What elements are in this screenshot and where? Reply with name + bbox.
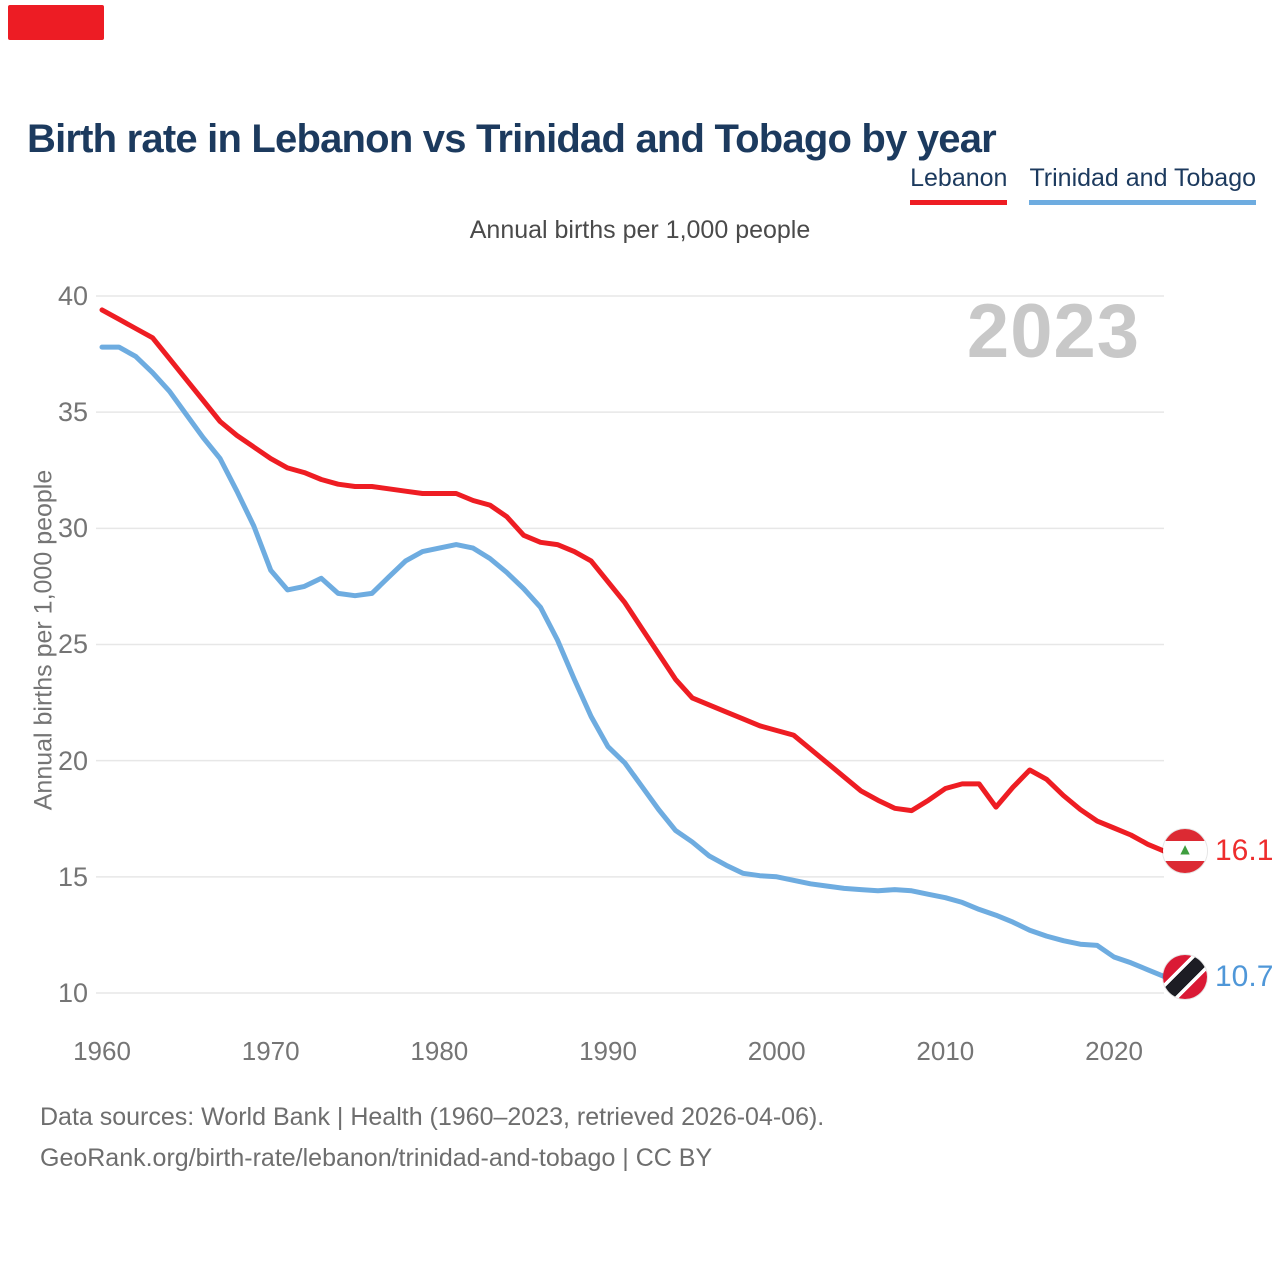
series-line-lebanon xyxy=(99,307,1168,854)
legend: Lebanon Trinidad and Tobago xyxy=(910,164,1256,205)
lebanon-flag-icon: ▲ xyxy=(1163,829,1207,874)
end-label-lebanon: ▲ 16.1 xyxy=(1163,829,1274,874)
x-tick-2010: 2010 xyxy=(916,1036,975,1066)
watermark-year: 2023 xyxy=(966,289,1140,374)
end-label-trinidad: 10.7 xyxy=(1163,954,1274,999)
y-tick-10: 10 xyxy=(57,977,88,1008)
latest-value-lebanon: 16.1 xyxy=(1215,834,1274,868)
cedar-tree-glyph: ▲ xyxy=(1177,841,1193,859)
latest-value-trinidad: 10.7 xyxy=(1215,959,1274,993)
y-tick-35: 35 xyxy=(57,397,88,428)
y-tick-25: 25 xyxy=(57,629,88,660)
legend-item-lebanon[interactable]: Lebanon xyxy=(910,164,1008,205)
y-tick-30: 30 xyxy=(57,513,88,544)
y-tick-40: 40 xyxy=(57,281,88,311)
series-line-trinidad-and-tobago xyxy=(99,344,1168,980)
y-tick-15: 15 xyxy=(57,861,88,892)
trinidad-flag-icon xyxy=(1163,954,1207,999)
x-tick-2000: 2000 xyxy=(747,1036,806,1066)
x-tick-1970: 1970 xyxy=(241,1036,300,1066)
x-tick-1990: 1990 xyxy=(579,1036,637,1066)
x-tick-1980: 1980 xyxy=(410,1036,469,1066)
data-sources-note: Data sources: World Bank | Health (1960–… xyxy=(40,1103,825,1131)
attribution-note: GeoRank.org/birth-rate/lebanon/trinidad-… xyxy=(40,1144,713,1172)
x-tick-2020: 2020 xyxy=(1085,1036,1143,1066)
y-tick-20: 20 xyxy=(57,745,88,776)
legend-item-trinidad-and-tobago[interactable]: Trinidad and Tobago xyxy=(1029,164,1256,205)
red-corner-badge xyxy=(8,5,104,40)
x-tick-1960: 1960 xyxy=(73,1036,131,1066)
chart-subtitle: Annual births per 1,000 people xyxy=(469,216,811,244)
page-title: Birth rate in Lebanon vs Trinidad and To… xyxy=(27,116,997,161)
